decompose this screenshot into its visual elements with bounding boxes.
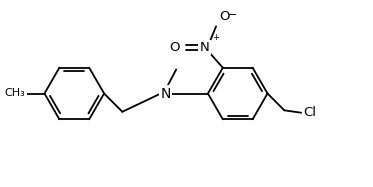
Text: N: N — [200, 41, 209, 54]
Text: Cl: Cl — [304, 106, 317, 119]
Text: O: O — [219, 10, 229, 22]
Text: +: + — [212, 33, 219, 42]
Text: O: O — [169, 41, 179, 54]
Text: N: N — [160, 87, 171, 100]
Text: CH₃: CH₃ — [4, 88, 25, 99]
Text: −: − — [228, 10, 237, 20]
